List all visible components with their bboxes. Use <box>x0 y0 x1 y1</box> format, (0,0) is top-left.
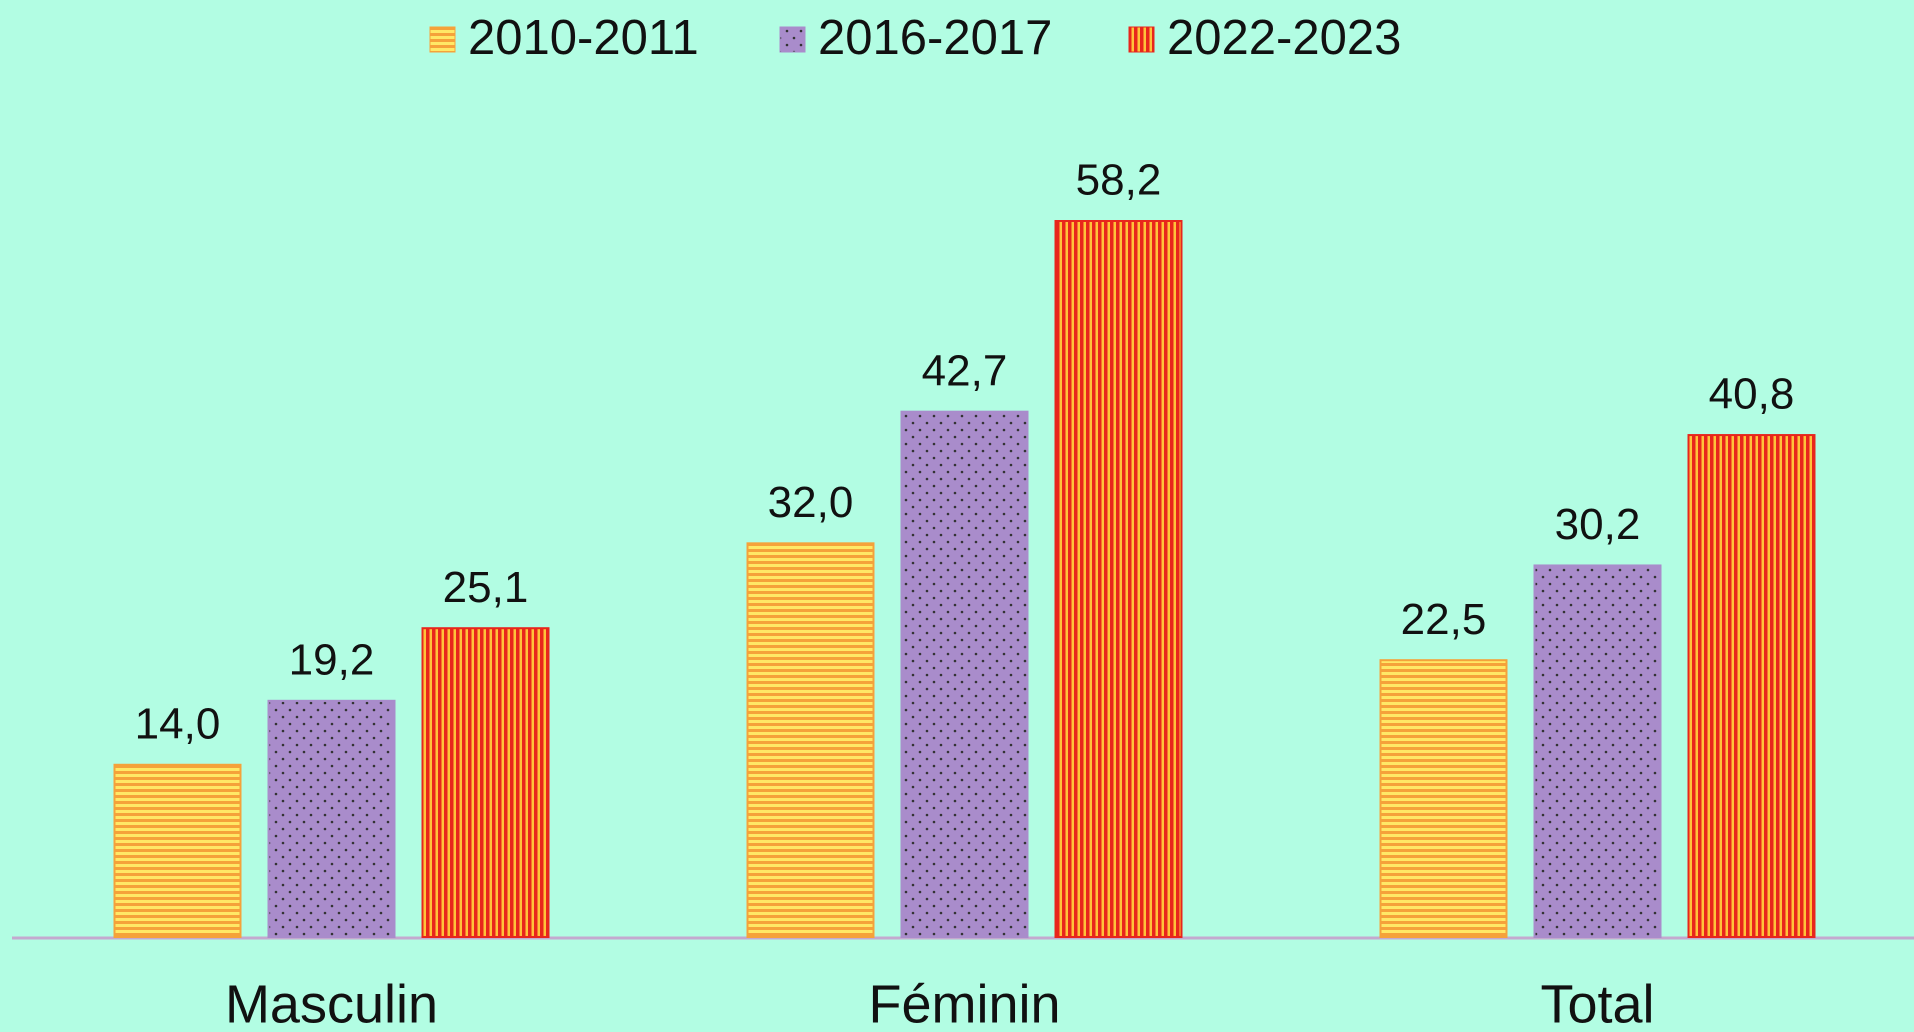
legend-swatch <box>429 26 456 53</box>
bar <box>421 627 550 938</box>
value-label: 25,1 <box>443 563 529 612</box>
legend-swatch <box>779 26 806 53</box>
x-tick-label: Masculin <box>225 974 438 1032</box>
bar <box>1687 434 1816 938</box>
bar <box>1054 220 1183 938</box>
legend-label: 2022-2023 <box>1167 11 1401 65</box>
bar <box>1379 659 1508 938</box>
bar <box>746 542 875 938</box>
bar <box>900 410 1029 939</box>
x-tick-label: Féminin <box>868 974 1060 1032</box>
bar <box>267 699 396 939</box>
value-label: 32,0 <box>768 478 854 527</box>
x-tick-label: Total <box>1540 974 1654 1032</box>
value-label: 19,2 <box>289 635 375 684</box>
legend-label: 2016-2017 <box>818 11 1052 65</box>
legend-swatch <box>1128 26 1155 53</box>
value-label: 14,0 <box>135 699 221 748</box>
value-label: 42,7 <box>922 346 1008 395</box>
bar <box>113 763 242 938</box>
bar <box>1533 564 1662 938</box>
value-label: 40,8 <box>1709 370 1795 419</box>
value-label: 22,5 <box>1401 595 1487 644</box>
value-label: 58,2 <box>1076 156 1162 205</box>
value-label: 30,2 <box>1555 500 1641 549</box>
legend-label: 2010-2011 <box>468 11 699 65</box>
